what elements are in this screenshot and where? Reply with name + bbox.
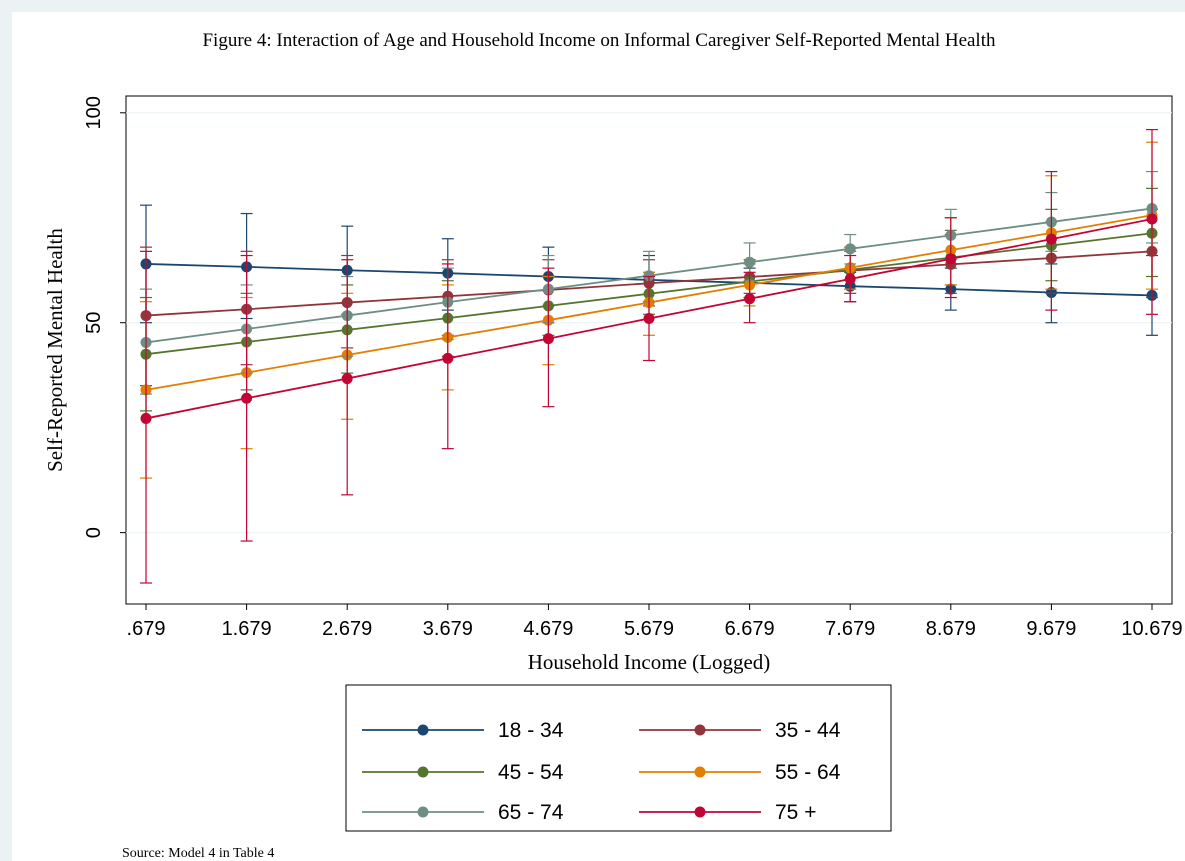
legend-item: 45 - 54	[362, 761, 564, 784]
series-75plus	[140, 128, 1158, 584]
y-axis-label: Self-Reported Mental Health	[43, 228, 67, 472]
y-tick-label: 50	[83, 312, 105, 334]
legend-label: 65 - 74	[498, 801, 564, 824]
data-point	[844, 243, 856, 255]
data-point	[140, 412, 152, 424]
chart-frame: Figure 4: Interaction of Age and Househo…	[12, 12, 1185, 861]
data-point	[1146, 213, 1158, 225]
legend-item: 35 - 44	[639, 719, 841, 742]
chart-title: Figure 4: Interaction of Age and Househo…	[202, 30, 996, 51]
legend-item: 18 - 34	[362, 719, 564, 742]
legend	[345, 684, 892, 832]
y-axis: 0 50 100	[83, 96, 126, 538]
x-tick-label: 4.679	[523, 618, 573, 640]
x-tick-label: 9.679	[1026, 618, 1076, 640]
legend-swatch-marker	[694, 766, 706, 778]
x-tick-label: 2.679	[322, 618, 372, 640]
data-point	[744, 256, 756, 268]
data-point	[945, 253, 957, 265]
legend-entries: 18 - 34 35 - 44 45 - 54 55 - 64 65 - 74 75 +	[362, 719, 841, 824]
data-point	[442, 352, 454, 364]
legend-label: 45 - 54	[498, 761, 564, 784]
legend-swatch-marker	[417, 806, 429, 818]
legend-swatch-marker	[694, 806, 706, 818]
y-tick-label: 0	[83, 527, 105, 538]
legend-swatch-marker	[417, 766, 429, 778]
x-tick-label: 3.679	[423, 618, 473, 640]
y-tick-label: 100	[83, 96, 105, 129]
data-point	[1045, 233, 1057, 245]
legend-item: 55 - 64	[639, 761, 841, 784]
legend-label: 55 - 64	[775, 761, 841, 784]
legend-label: 75 +	[775, 801, 816, 824]
line-chart: Figure 4: Interaction of Age and Househo…	[43, 30, 1183, 861]
data-point	[643, 270, 655, 282]
x-tick-label: .679	[127, 618, 166, 640]
x-tick-label: 6.679	[725, 618, 775, 640]
legend-item: 65 - 74	[362, 801, 564, 824]
data-point	[241, 392, 253, 404]
x-tick-label: 5.679	[624, 618, 674, 640]
data-point	[542, 333, 554, 345]
series-layer	[140, 128, 1158, 584]
legend-swatch-marker	[694, 724, 706, 736]
x-tick-label: 1.679	[222, 618, 272, 640]
x-tick-label: 10.679	[1121, 618, 1182, 640]
data-point	[844, 273, 856, 285]
legend-item: 75 +	[639, 801, 816, 824]
x-axis-label: Household Income (Logged)	[528, 650, 771, 674]
source-note: Source: Model 4 in Table 4	[122, 846, 274, 861]
data-point	[341, 373, 353, 385]
legend-swatch-marker	[417, 724, 429, 736]
data-point	[744, 293, 756, 305]
legend-label: 18 - 34	[498, 719, 564, 742]
x-tick-label: 8.679	[926, 618, 976, 640]
legend-label: 35 - 44	[775, 719, 841, 742]
x-tick-label: 7.679	[825, 618, 875, 640]
data-point	[643, 313, 655, 325]
x-axis: .679 1.679 2.679 3.679 4.679 5.679 6.679 7.679 8…	[127, 604, 1183, 640]
